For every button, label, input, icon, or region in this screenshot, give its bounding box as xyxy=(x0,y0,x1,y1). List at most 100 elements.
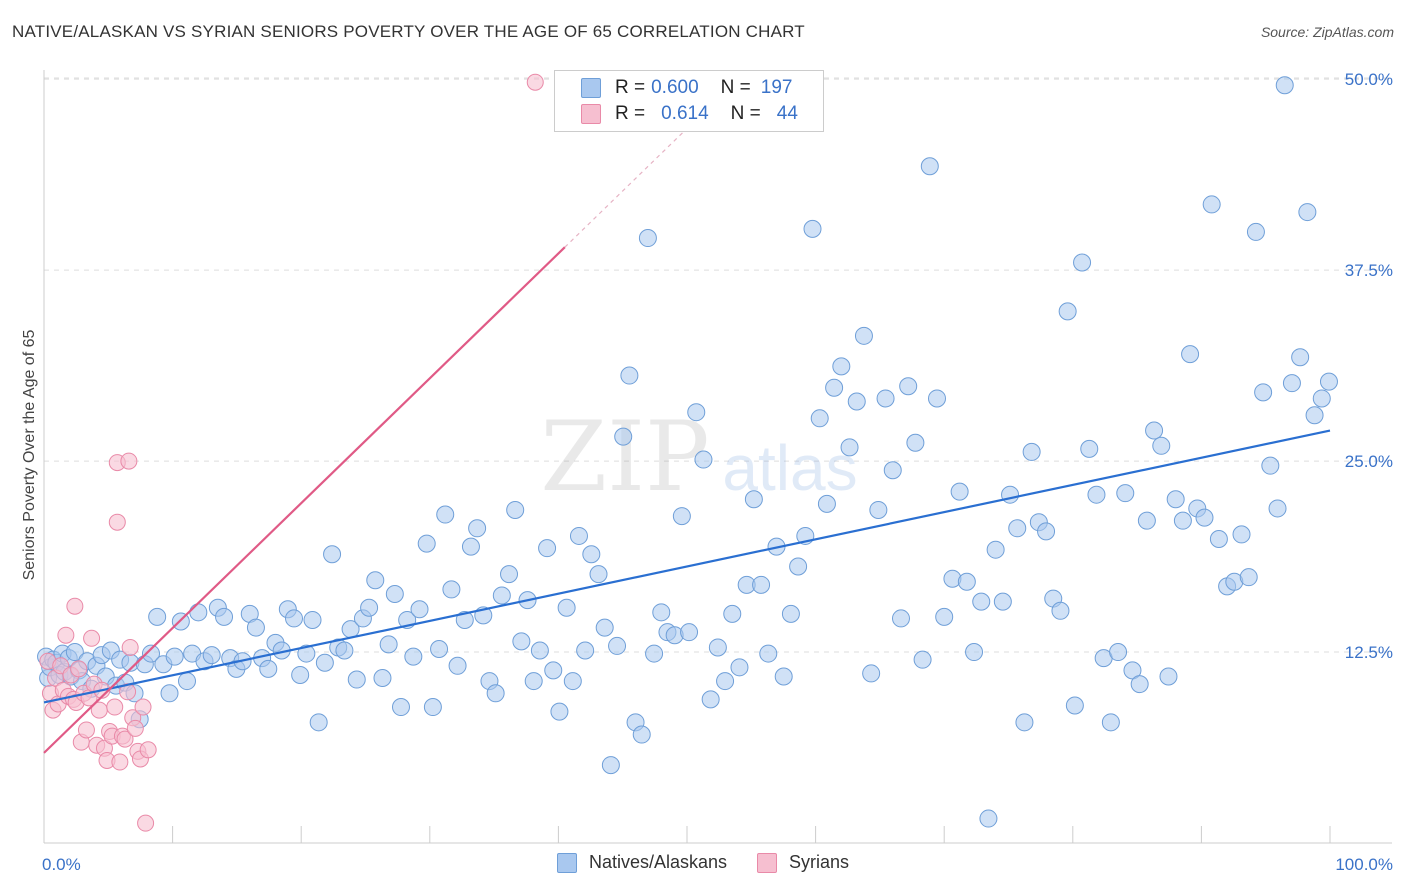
syrians-point xyxy=(116,730,134,748)
legend-item-natives[interactable]: Natives/Alaskans xyxy=(556,852,728,873)
natives-point xyxy=(165,647,184,666)
natives-point xyxy=(385,584,404,603)
natives-point xyxy=(965,643,984,662)
natives-point xyxy=(1275,76,1294,95)
natives-point xyxy=(652,603,671,622)
natives-point xyxy=(774,667,793,686)
natives-point xyxy=(1305,406,1324,425)
natives-point xyxy=(701,690,720,709)
syrians-point xyxy=(106,698,124,716)
natives-point xyxy=(906,433,925,452)
natives-point xyxy=(1232,525,1251,544)
natives-point xyxy=(1298,203,1317,222)
natives-point xyxy=(506,500,525,519)
natives-point xyxy=(303,610,322,629)
natives-point xyxy=(781,604,800,623)
natives-point xyxy=(202,646,221,665)
y-tick-label: 37.5% xyxy=(1345,261,1393,280)
natives-point xyxy=(883,461,902,480)
natives-point xyxy=(576,641,595,660)
natives-point xyxy=(832,357,851,376)
legend-row-natives: R = 0.600 N = 197 xyxy=(581,76,792,100)
natives-point xyxy=(500,565,519,584)
natives-point xyxy=(141,644,160,663)
natives-point xyxy=(1159,667,1178,686)
natives-point xyxy=(1080,439,1099,458)
natives-point xyxy=(366,571,385,590)
natives-point xyxy=(862,664,881,683)
natives-point xyxy=(486,684,505,703)
y-axis-label: Seniors Poverty Over the Age of 65 xyxy=(21,329,38,581)
natives-point xyxy=(632,725,651,744)
natives-point xyxy=(1239,568,1258,587)
natives-point xyxy=(455,610,474,629)
natives-r-value: 0.600 xyxy=(651,77,699,98)
natives-point xyxy=(1058,302,1077,321)
natives-point xyxy=(178,672,197,691)
syrians-point xyxy=(121,638,139,656)
natives-point xyxy=(913,650,932,669)
natives-point xyxy=(315,653,334,672)
natives-point xyxy=(442,580,461,599)
natives-point xyxy=(847,392,866,411)
natives-point xyxy=(716,672,735,691)
natives-point xyxy=(379,635,398,654)
natives-point xyxy=(259,659,278,678)
natives-point xyxy=(1087,485,1106,504)
natives-point xyxy=(246,618,265,637)
y-tick-label: 12.5% xyxy=(1345,643,1393,662)
natives-point xyxy=(614,427,633,446)
syrians-point xyxy=(83,629,101,647)
natives-point xyxy=(1268,499,1287,518)
natives-point xyxy=(430,639,449,658)
natives-point xyxy=(1209,529,1228,548)
natives-point xyxy=(1065,696,1084,715)
natives-point xyxy=(920,157,939,176)
natives-point xyxy=(891,609,910,628)
natives-point xyxy=(544,661,563,680)
natives-point xyxy=(1291,348,1310,367)
natives-point xyxy=(569,526,588,545)
grid-lines xyxy=(44,77,1392,653)
natives-point xyxy=(1008,519,1027,538)
x-tick-label-min: 0.0% xyxy=(42,855,81,874)
syrians-r-value: 0.614 xyxy=(661,103,709,124)
syrians-point xyxy=(66,597,84,615)
natives-point xyxy=(1130,675,1149,694)
natives-point xyxy=(1109,643,1128,662)
natives-point xyxy=(373,669,392,688)
y-tick-labels: 12.5% 25.0% 37.5% 50.0% xyxy=(1345,70,1393,662)
natives-point xyxy=(335,641,354,660)
natives-point xyxy=(1261,456,1280,475)
natives-point xyxy=(404,647,423,666)
natives-point xyxy=(595,618,614,637)
natives-point xyxy=(744,490,763,509)
natives-point xyxy=(759,644,778,663)
natives-point xyxy=(1282,374,1301,393)
natives-trend-line xyxy=(43,429,1331,704)
natives-point xyxy=(1137,511,1156,530)
legend-item-syrians[interactable]: Syrians xyxy=(757,852,849,873)
syrians-point xyxy=(126,719,144,737)
natives-point xyxy=(899,377,918,396)
natives-point xyxy=(708,638,727,657)
natives-point xyxy=(582,545,601,564)
natives-legend-label: Natives/Alaskans xyxy=(588,852,728,872)
y-tick-label: 25.0% xyxy=(1345,452,1393,471)
natives-point xyxy=(1001,485,1020,504)
natives-point xyxy=(825,378,844,397)
natives-point xyxy=(589,565,608,584)
natives-point xyxy=(752,575,771,594)
natives-point xyxy=(215,607,234,626)
x-tick-labels: 0.0% 100.0% xyxy=(42,855,1393,874)
natives-point xyxy=(524,672,543,691)
syrians-point xyxy=(111,753,129,771)
syrians-point xyxy=(139,741,157,759)
natives-point xyxy=(1145,421,1164,440)
x-tick-label-max: 100.0% xyxy=(1335,855,1393,874)
natives-point xyxy=(638,229,657,248)
natives-point xyxy=(680,623,699,642)
natives-point xyxy=(360,598,379,617)
natives-point xyxy=(1202,195,1221,214)
